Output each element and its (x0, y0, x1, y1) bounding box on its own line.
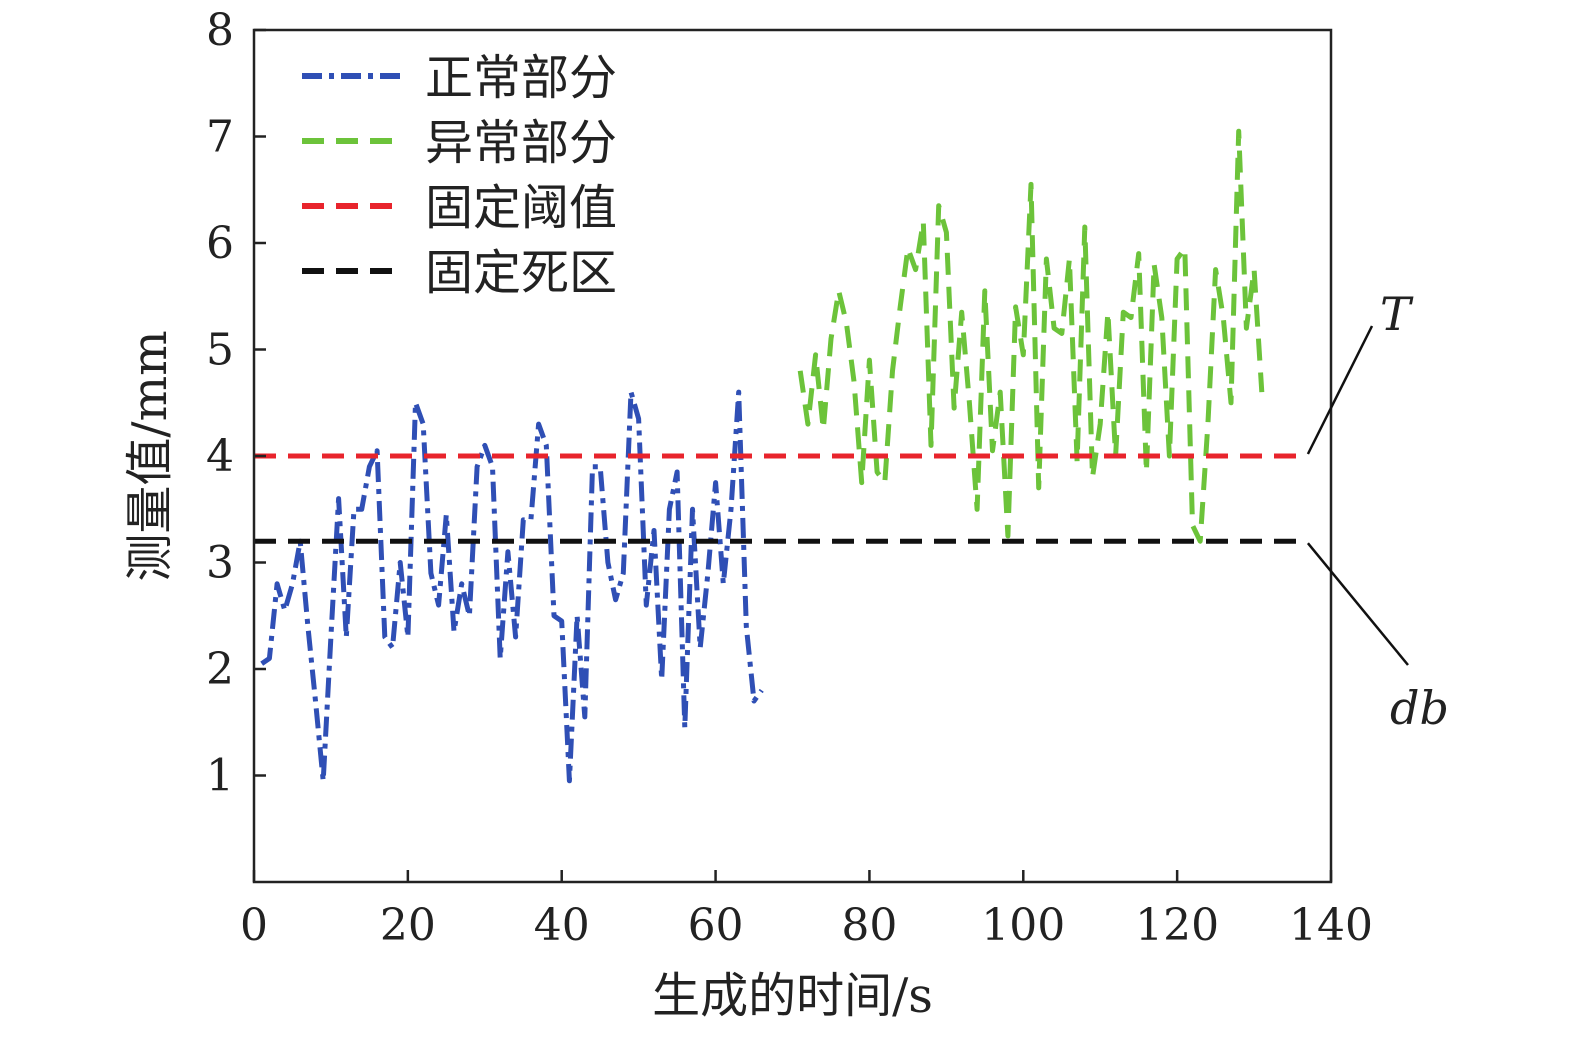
y-tick-label: 5 (206, 325, 234, 376)
x-tick-label: 80 (841, 900, 897, 951)
y-axis-label: 测量值/mm (122, 330, 178, 581)
series-line-0 (260, 389, 764, 784)
x-tick-label: 40 (534, 900, 590, 951)
y-tick-label: 2 (206, 644, 234, 695)
x-tick-label: 0 (240, 900, 268, 951)
x-tick-label: 100 (981, 900, 1065, 951)
x-tick-label: 120 (1135, 900, 1219, 951)
annotation-T: T (1380, 287, 1414, 341)
y-tick-label: 7 (206, 112, 234, 163)
x-tick-label: 140 (1289, 900, 1373, 951)
x-axis-label: 生成的时间/s (652, 968, 933, 1024)
annotation-db: db (1390, 681, 1449, 735)
annotation-leader-T (1306, 325, 1374, 455)
annotation-leader-db (1306, 542, 1409, 666)
legend-label-1: 异常部分 (425, 115, 617, 171)
legend-label-3: 固定死区 (425, 245, 617, 301)
legend-label-2: 固定阈值 (425, 180, 617, 236)
y-tick-label: 3 (206, 538, 234, 589)
y-tick-label: 6 (206, 218, 234, 269)
y-tick-label: 8 (206, 5, 234, 56)
legend-label-0: 正常部分 (425, 50, 617, 106)
y-tick-label: 4 (206, 431, 234, 482)
series-line-1 (797, 128, 1265, 544)
x-tick-label: 20 (380, 900, 436, 951)
x-tick-label: 60 (688, 900, 744, 951)
y-tick-label: 1 (206, 751, 234, 802)
